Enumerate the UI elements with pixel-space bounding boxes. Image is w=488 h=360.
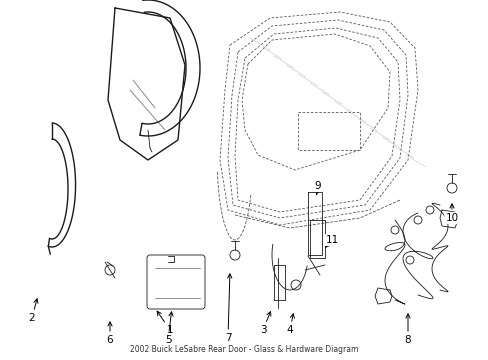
Text: 11: 11	[325, 235, 338, 247]
Text: 2: 2	[29, 299, 38, 323]
Text: 6: 6	[106, 322, 113, 345]
Text: 1: 1	[157, 311, 173, 335]
Text: 2002 Buick LeSabre Rear Door - Glass & Hardware Diagram: 2002 Buick LeSabre Rear Door - Glass & H…	[130, 345, 358, 354]
Text: 8: 8	[404, 314, 410, 345]
Text: 5: 5	[164, 312, 173, 345]
Text: 3: 3	[259, 311, 270, 335]
Text: 7: 7	[224, 274, 231, 343]
FancyBboxPatch shape	[147, 255, 204, 309]
Text: 9: 9	[314, 181, 321, 195]
Text: 4: 4	[286, 314, 294, 335]
Text: 10: 10	[445, 204, 458, 223]
